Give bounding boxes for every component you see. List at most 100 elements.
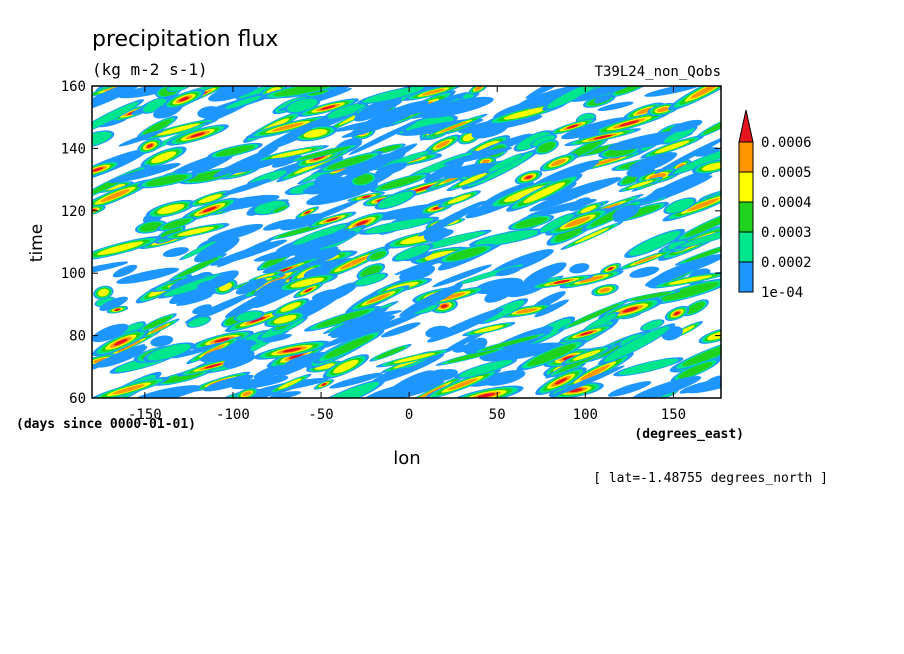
precip-cell <box>485 152 526 174</box>
precip-cell <box>650 271 721 289</box>
precip-cell <box>172 341 229 359</box>
precip-cell <box>561 345 613 365</box>
precip-cell <box>670 358 721 382</box>
precip-cell <box>399 264 436 282</box>
precip-cell <box>194 237 240 263</box>
precip-cell <box>640 319 665 332</box>
precip-cell <box>130 385 201 398</box>
precip-cell <box>495 266 521 277</box>
precip-cell <box>137 138 163 154</box>
precip-cell <box>430 298 458 314</box>
precip-cell <box>420 369 450 387</box>
precip-cell <box>253 145 329 163</box>
precip-cell <box>672 207 721 243</box>
colorbar-label: 1e-04 <box>761 285 803 301</box>
precip-cell <box>224 281 296 318</box>
precip-cell <box>481 342 563 362</box>
precip-cell <box>616 248 676 271</box>
x-units-label: (degrees_east) <box>634 427 744 442</box>
precip-cell <box>355 100 429 133</box>
precip-cell <box>452 344 474 353</box>
precip-cell <box>555 352 635 393</box>
precip-cell <box>508 214 555 231</box>
precip-cell <box>116 267 180 284</box>
precip-cell <box>143 342 195 362</box>
colorbar-swatch <box>738 201 754 233</box>
precip-cell <box>535 367 587 396</box>
precip-cell <box>375 162 408 176</box>
precip-cell <box>375 348 453 368</box>
precip-cell <box>405 92 468 116</box>
precip-cell <box>663 197 697 215</box>
precip-cell <box>213 147 279 178</box>
precip-cell <box>424 369 501 398</box>
precip-cell <box>534 139 559 155</box>
y-axis-label: time <box>27 224 47 262</box>
precip-cell <box>205 270 239 290</box>
precip-cell <box>253 278 287 297</box>
precip-cell <box>368 375 426 398</box>
precip-cell <box>92 344 146 374</box>
precip-cell <box>339 143 418 183</box>
y-axis: 60 80 100 120 140 160 <box>61 79 721 407</box>
precip-cell <box>664 305 690 321</box>
precip-cell <box>181 197 239 222</box>
precip-cell <box>336 212 387 235</box>
precip-cell <box>548 118 597 135</box>
precip-cell <box>166 124 229 146</box>
precip-cell <box>138 118 219 141</box>
precip-cell <box>297 98 359 117</box>
precip-cell <box>162 247 189 258</box>
precip-cell <box>276 273 338 292</box>
precip-cell <box>267 373 312 394</box>
colorbar-swatch <box>738 261 754 293</box>
precip-cell <box>92 328 150 357</box>
precip-cell <box>145 199 196 219</box>
precip-cell <box>186 336 242 365</box>
precip-cell <box>293 282 324 299</box>
precip-cell <box>138 318 180 340</box>
precip-cell <box>381 322 421 338</box>
precip-cell <box>92 376 170 398</box>
precip-cell <box>682 299 709 317</box>
precip-cell <box>168 253 227 282</box>
precip-cell <box>484 282 519 303</box>
precip-cell <box>674 224 721 249</box>
precip-cell <box>99 296 128 311</box>
precip-cell <box>423 226 449 242</box>
precip-cell <box>270 204 291 214</box>
y-tick-label: 100 <box>61 266 86 282</box>
precip-cell <box>506 173 583 212</box>
precip-cell <box>569 263 590 274</box>
precip-cell <box>317 151 384 173</box>
precip-cell <box>624 228 686 258</box>
y-tick-label: 80 <box>69 329 86 345</box>
y-units-label: (days since 0000-01-01) <box>16 417 196 432</box>
precip-cell <box>348 121 417 155</box>
precip-cell <box>648 278 721 305</box>
precip-cell <box>140 146 187 168</box>
precip-cell <box>418 200 485 237</box>
precip-cell <box>516 339 587 371</box>
precip-cell <box>357 86 430 105</box>
plot-area <box>92 86 721 398</box>
precip-cell <box>253 340 331 360</box>
precip-cell <box>92 323 129 343</box>
precip-cell <box>320 282 358 303</box>
x-tick-label: -100 <box>216 407 250 423</box>
precip-cell <box>505 278 549 298</box>
precip-cell <box>347 285 410 312</box>
precip-cell <box>626 164 655 178</box>
chart-title: precipitation flux <box>92 27 278 52</box>
precip-cell <box>92 179 153 212</box>
precip-cell <box>597 323 676 365</box>
precip-cell <box>669 119 703 133</box>
precip-cell <box>253 241 331 262</box>
precip-cell <box>608 86 653 98</box>
precip-cell <box>582 311 620 333</box>
precip-cell <box>313 329 385 364</box>
precip-cell <box>341 121 396 138</box>
precip-cell <box>356 310 426 338</box>
colorbar-swatch <box>738 141 754 173</box>
precip-cell <box>454 358 518 379</box>
